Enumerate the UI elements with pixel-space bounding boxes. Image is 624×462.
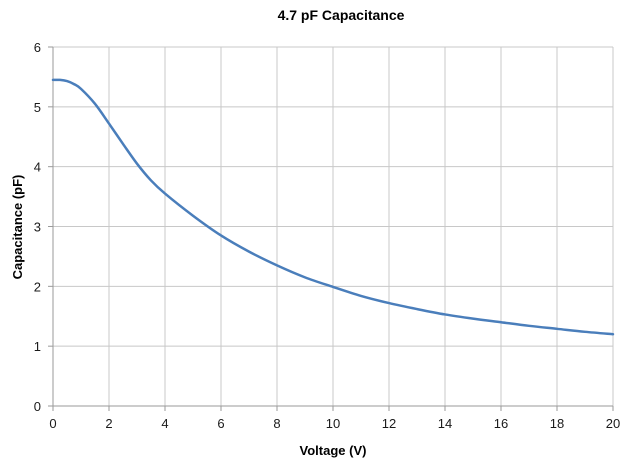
x-tick-label-10: 20: [606, 416, 620, 431]
x-tick-label-1: 2: [105, 416, 112, 431]
y-axis-label: Capacitance (pF): [10, 175, 25, 280]
series-line-0: [51, 78, 615, 336]
x-tick-label-5: 10: [326, 416, 340, 431]
x-axis-label: Voltage (V): [300, 443, 367, 458]
y-tick-label-5: 5: [34, 100, 41, 115]
x-tick-label-8: 16: [494, 416, 508, 431]
y-tick-labels: 0 1 2 3 4 5 6: [34, 40, 41, 414]
y-tick-label-2: 2: [34, 279, 41, 294]
y-tick-label-6: 6: [34, 40, 41, 55]
x-tick-label-4: 8: [273, 416, 280, 431]
axis-layer: [48, 46, 614, 411]
y-tick-label-3: 3: [34, 220, 41, 235]
grid-layer: [53, 46, 614, 406]
y-tick-label-1: 1: [34, 339, 41, 354]
x-tick-label-9: 18: [550, 416, 564, 431]
y-tick-label-4: 4: [34, 160, 41, 175]
x-tick-label-2: 4: [161, 416, 168, 431]
chart-title: 4.7 pF Capacitance: [278, 7, 405, 23]
x-tick-label-3: 6: [217, 416, 224, 431]
x-tick-label-0: 0: [49, 416, 56, 431]
x-tick-label-7: 14: [438, 416, 452, 431]
y-tick-label-0: 0: [34, 399, 41, 414]
x-tick-label-6: 12: [382, 416, 396, 431]
series-layer: [51, 78, 615, 336]
x-tick-labels: 0 2 4 6 8 10 12 14 16 18 20: [49, 416, 620, 431]
